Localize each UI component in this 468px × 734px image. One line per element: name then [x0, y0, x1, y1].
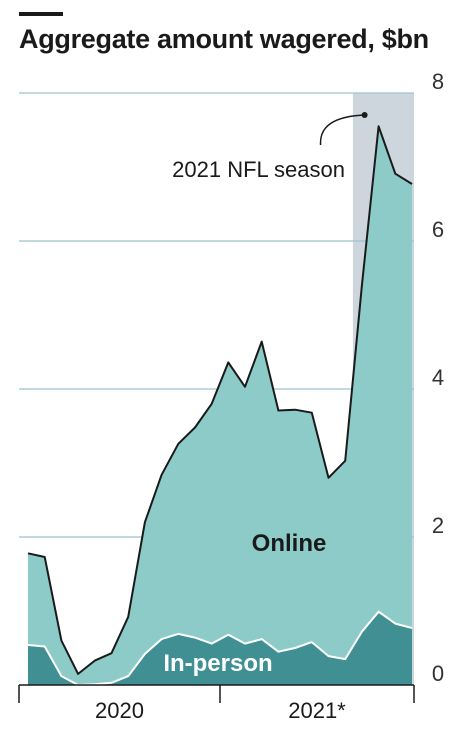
annotation-dot — [361, 112, 368, 118]
online-area — [28, 126, 412, 686]
annotation: 2021 NFL season — [172, 112, 368, 182]
x-tick-label: 2020 — [95, 698, 144, 723]
y-tick-label: 6 — [432, 217, 444, 242]
title-accent-bar — [19, 12, 63, 16]
x-tick-label: 2021* — [288, 698, 346, 723]
chart-title: Aggregate amount wagered, $bn — [19, 24, 429, 54]
y-tick-label: 8 — [432, 69, 444, 94]
online-series-label: Online — [252, 530, 327, 557]
y-tick-label: 4 — [432, 365, 444, 390]
online-line — [27, 125, 413, 675]
annotation-text: 2021 NFL season — [172, 157, 345, 182]
y-tick-label: 0 — [432, 661, 444, 686]
in-person-series-label: In-person — [163, 650, 272, 677]
annotation-pointer — [319, 114, 365, 146]
y-tick-label: 2 — [432, 513, 444, 538]
x-axis: 2020 2021* — [18, 684, 415, 723]
in-person-area — [28, 611, 412, 685]
y-tick-labels: 0 2 4 6 8 — [432, 69, 444, 686]
